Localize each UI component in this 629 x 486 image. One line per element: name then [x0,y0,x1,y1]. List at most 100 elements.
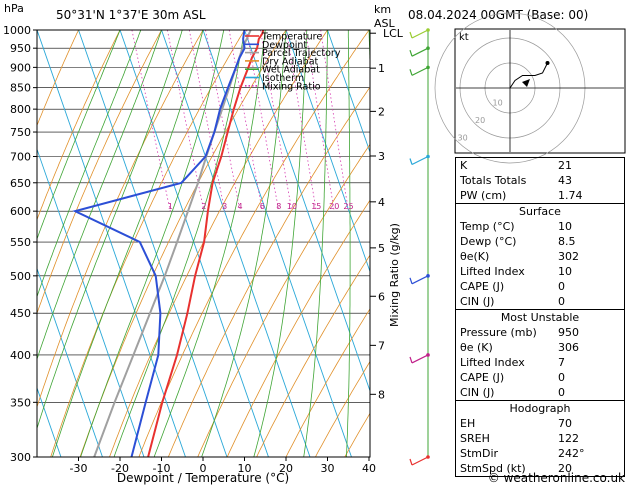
km-tick-label: 6 [378,290,385,303]
hodograph-trace [509,62,548,89]
stats-value: 242° [558,447,585,460]
pressure-tick-label: 600 [10,205,31,218]
mixing-ratio-axis-label: Mixing Ratio (g/kg) [388,223,401,327]
stats-row: PW (cm) 1.74 [456,188,624,203]
temperature-tick-label: 10 [238,462,252,475]
stats-value: 122 [558,432,579,445]
stats-row: θe (K) 306 [456,340,624,355]
stats-row: Lifted Index 7 [456,355,624,370]
stats-row: EH 70 [456,416,624,431]
stats-label: Totals Totals [460,174,527,187]
stats-value: 0 [558,386,565,399]
mixing-ratio-label: 3 [222,202,227,211]
stats-value: 0 [558,280,565,293]
pressure-tick-label: 950 [10,42,31,55]
wind-barb-dot [426,274,430,278]
stats-label: θe(K) [460,250,490,263]
wind-barb-flag [409,458,413,466]
dry-adiabat [37,30,79,127]
mixing-ratio-line [260,30,293,212]
temperature-tick-label: 30 [321,462,335,475]
dewpoint-line [72,30,246,457]
stats-row: CAPE (J) 0 [456,279,624,294]
dry-adiabat [37,30,162,315]
temperature-tick-label: 0 [200,462,207,475]
wet-adiabat [346,30,351,457]
stats-indices: K 21 Totals Totals 43 PW (cm) 1.74 [455,157,625,204]
axes: 3003504004505005506006507007508008509009… [3,24,376,475]
isotherm [78,30,228,457]
km-tick-label: 7 [378,339,385,352]
pressure-tick-label: 450 [10,307,31,320]
dry-adiabat [226,199,370,457]
pressure-tick-label: 900 [10,61,31,74]
stats-label: CIN (J) [460,386,495,399]
dry-adiabat [197,143,370,457]
pressure-tick-label: 850 [10,82,31,95]
asl-unit-label: ASL [374,17,396,30]
isotherm [37,147,145,457]
wet-adiabat [80,30,225,457]
stats-row: StmSpd (kt) 20 [456,461,624,476]
stats-row: CAPE (J) 0 [456,370,624,385]
wind-barb-flag [409,69,413,76]
wind-barb [411,275,429,285]
mixing-ratio-line [167,30,205,212]
wind-barb-dot [426,65,430,70]
legend-label: Isotherm [262,73,304,84]
isotherm [285,30,370,273]
pressure-tick-label: 350 [10,396,31,409]
hodograph-unit-label: kt [459,32,469,43]
km-axis: 8 7 6 5 4 3 2 1 LCL [370,27,404,401]
wind-barb-flag [409,356,413,364]
wind-barb-dot [426,154,430,159]
mixing-ratio-line [228,30,263,212]
mixing-ratio-line [131,30,171,212]
credit-label: © weatheronline.co.uk [488,471,625,485]
stats-label: Dewp (°C) [460,235,517,248]
legend-label: Wet Adiabat [262,65,320,76]
km-tick-label: 2 [378,105,385,118]
stats-label: SREH [460,432,490,445]
km-tick-label: 5 [378,242,385,255]
wind-barb-flag [409,277,413,285]
stats-label: EH [460,417,476,430]
hodograph-plot: 10 20 30 [434,12,624,164]
stats-most-unstable: Most Unstable Pressure (mb) 950 θe (K) 306 L… [455,310,625,401]
dry-adiabat [138,30,370,457]
wet-adiabat [37,30,121,240]
km-tick-label: 1 [378,62,385,75]
wind-barb [411,29,429,39]
mixing-ratio-label: 2 [201,202,206,211]
legend-label: Mixing Ratio [262,81,321,92]
temperature-line [147,30,265,457]
hodograph-frame [454,28,626,154]
hodograph-ring-label: 10 [493,99,503,108]
wet-adiabat [253,30,308,457]
stats-value: 0 [558,295,565,308]
dry-adiabat [37,30,204,409]
stats-row: K 21 [456,158,624,173]
hodograph-panel: kt 10 20 30 [434,12,626,164]
km-tick-label: 4 [378,196,385,209]
wet-adiabat [201,30,287,457]
temperature-tick-label: -20 [111,462,129,475]
hodograph-end-dot [545,61,550,65]
isotherm [119,30,269,457]
mixing-ratio-label: 4 [237,202,242,211]
hodograph-ring-label: 30 [458,134,468,143]
wind-barb-flag [409,158,413,165]
pressure-tick-label: 650 [10,177,31,190]
storm-motion-arrow [522,79,530,87]
pressure-tick-label: 700 [10,150,31,163]
stats-surface: Surface Temp (°C) 10 Dewp (°C) 8.5 θe(K) 302 L… [455,204,625,310]
dry-adiabat [37,30,121,221]
mixing-ratio-label: 25 [343,202,353,211]
wind-barb [411,155,429,166]
isotherm [37,386,62,457]
mixing-ratio-label: 20 [329,202,339,211]
pressure-tick-label: 550 [10,236,31,249]
wet-adiabat [37,30,142,298]
